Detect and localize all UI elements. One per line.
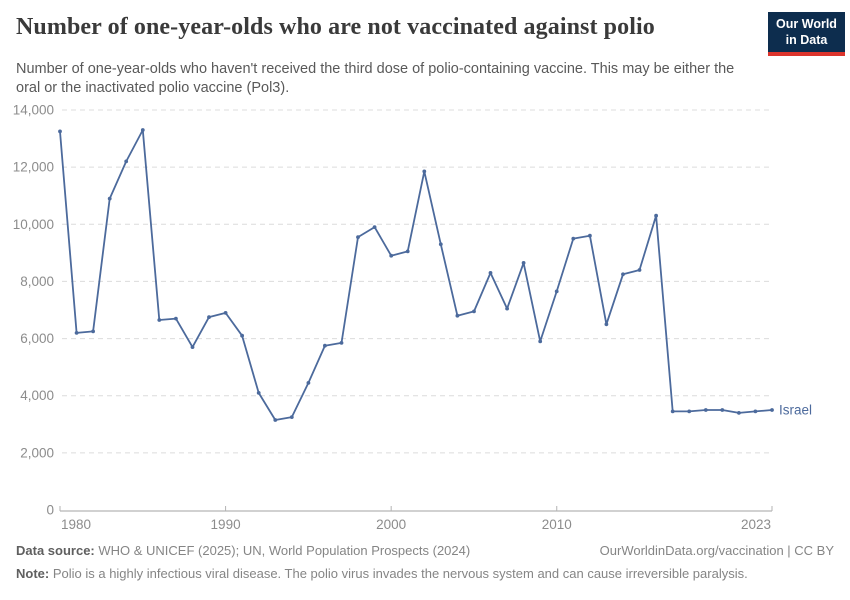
- data-point-2002[interactable]: [422, 169, 427, 174]
- series-label-israel: Israel: [779, 403, 812, 418]
- data-point-2014[interactable]: [621, 272, 625, 277]
- data-point-1990[interactable]: [223, 311, 228, 315]
- data-point-2015[interactable]: [637, 268, 642, 272]
- data-point-1993[interactable]: [273, 418, 278, 422]
- data-point-2021[interactable]: [737, 411, 741, 415]
- data-point-1989[interactable]: [207, 315, 211, 319]
- y-tick-label-10000: 10,000: [13, 217, 54, 232]
- data-point-1992[interactable]: [256, 391, 261, 395]
- data-point-2008[interactable]: [521, 261, 526, 265]
- y-tick-label-12000: 12,000: [13, 160, 54, 175]
- data-point-1987[interactable]: [174, 316, 178, 321]
- line-chart[interactable]: 0 2,000 4,000 6,000 8,000 10,000 12,000 14,000 1…: [0, 100, 850, 545]
- page-title: Number of one-year-olds who are not vacc…: [16, 14, 655, 40]
- data-point-2023[interactable]: [770, 408, 774, 412]
- data-point-1986[interactable]: [157, 318, 162, 322]
- chart-note: Note: Polio is a highly infectious viral…: [16, 566, 834, 582]
- data-point-2017[interactable]: [670, 409, 675, 414]
- y-tick-label-0: 0: [46, 503, 54, 518]
- data-point-2004[interactable]: [455, 313, 460, 318]
- y-tick-label-2000: 2,000: [20, 445, 54, 460]
- data-point-2000[interactable]: [389, 253, 394, 258]
- y-tick-label-6000: 6,000: [20, 331, 54, 346]
- data-point-1991[interactable]: [240, 333, 245, 338]
- x-tick-label-2023: 2023: [741, 517, 771, 532]
- data-point-1982[interactable]: [91, 329, 95, 334]
- y-tick-label-8000: 8,000: [20, 274, 54, 289]
- data-point-2007[interactable]: [505, 306, 509, 311]
- data-point-1984[interactable]: [124, 159, 129, 164]
- data-point-2013[interactable]: [604, 322, 609, 327]
- data-source: Data source: WHO & UNICEF (2025); UN, Wo…: [16, 543, 470, 559]
- data-point-2019[interactable]: [703, 408, 708, 412]
- chart-footer: Data source: WHO & UNICEF (2025); UN, Wo…: [16, 543, 834, 582]
- data-point-2012[interactable]: [588, 233, 592, 238]
- owid-logo-line1: Our World: [776, 17, 837, 31]
- data-point-1996[interactable]: [323, 343, 327, 348]
- data-point-1995[interactable]: [306, 381, 311, 385]
- data-point-2011[interactable]: [571, 236, 576, 241]
- data-point-2020[interactable]: [720, 408, 725, 412]
- owid-logo[interactable]: Our World in Data: [768, 12, 845, 56]
- chart-subtitle: Number of one-year-olds who haven't rece…: [16, 61, 735, 96]
- data-point-2001[interactable]: [405, 249, 410, 254]
- data-point-1988[interactable]: [190, 345, 195, 349]
- data-point-1985[interactable]: [140, 128, 145, 132]
- data-point-2010[interactable]: [554, 289, 559, 294]
- x-tick-label-2010: 2010: [542, 517, 572, 532]
- data-source-label: Data source:: [16, 543, 95, 558]
- data-point-1981[interactable]: [74, 331, 79, 335]
- data-point-1998[interactable]: [356, 235, 360, 240]
- chart-canvas[interactable]: 0 2,000 4,000 6,000 8,000 10,000 12,000 14,000 1…: [0, 100, 850, 545]
- note-text: Polio is a highly infectious viral disea…: [49, 566, 748, 581]
- y-tick-label-14000: 14,000: [13, 103, 54, 118]
- data-point-1983[interactable]: [107, 196, 112, 201]
- series-line-israel[interactable]: [59, 129, 773, 421]
- data-point-1994[interactable]: [289, 415, 294, 419]
- data-point-1997[interactable]: [339, 341, 344, 345]
- data-point-2003[interactable]: [438, 242, 443, 247]
- x-tick-label-2000: 2000: [376, 517, 406, 532]
- data-point-1999[interactable]: [372, 225, 377, 229]
- x-tick-label-1990: 1990: [211, 517, 241, 532]
- attribution-link[interactable]: OurWorldinData.org/vaccination | CC BY: [599, 543, 834, 558]
- data-point-2022[interactable]: [753, 409, 758, 414]
- y-tick-label-4000: 4,000: [20, 388, 54, 403]
- data-point-2016[interactable]: [654, 213, 658, 218]
- data-point-2006[interactable]: [488, 271, 493, 275]
- x-tick-label-1980: 1980: [61, 517, 91, 532]
- data-source-text: WHO & UNICEF (2025); UN, World Populatio…: [94, 543, 471, 558]
- note-label: Note:: [16, 566, 50, 581]
- data-point-2018[interactable]: [687, 409, 692, 414]
- owid-logo-line2: in Data: [785, 33, 828, 47]
- data-point-2005[interactable]: [472, 309, 476, 314]
- data-point-2009[interactable]: [538, 339, 543, 344]
- data-point-1980[interactable]: [58, 129, 62, 134]
